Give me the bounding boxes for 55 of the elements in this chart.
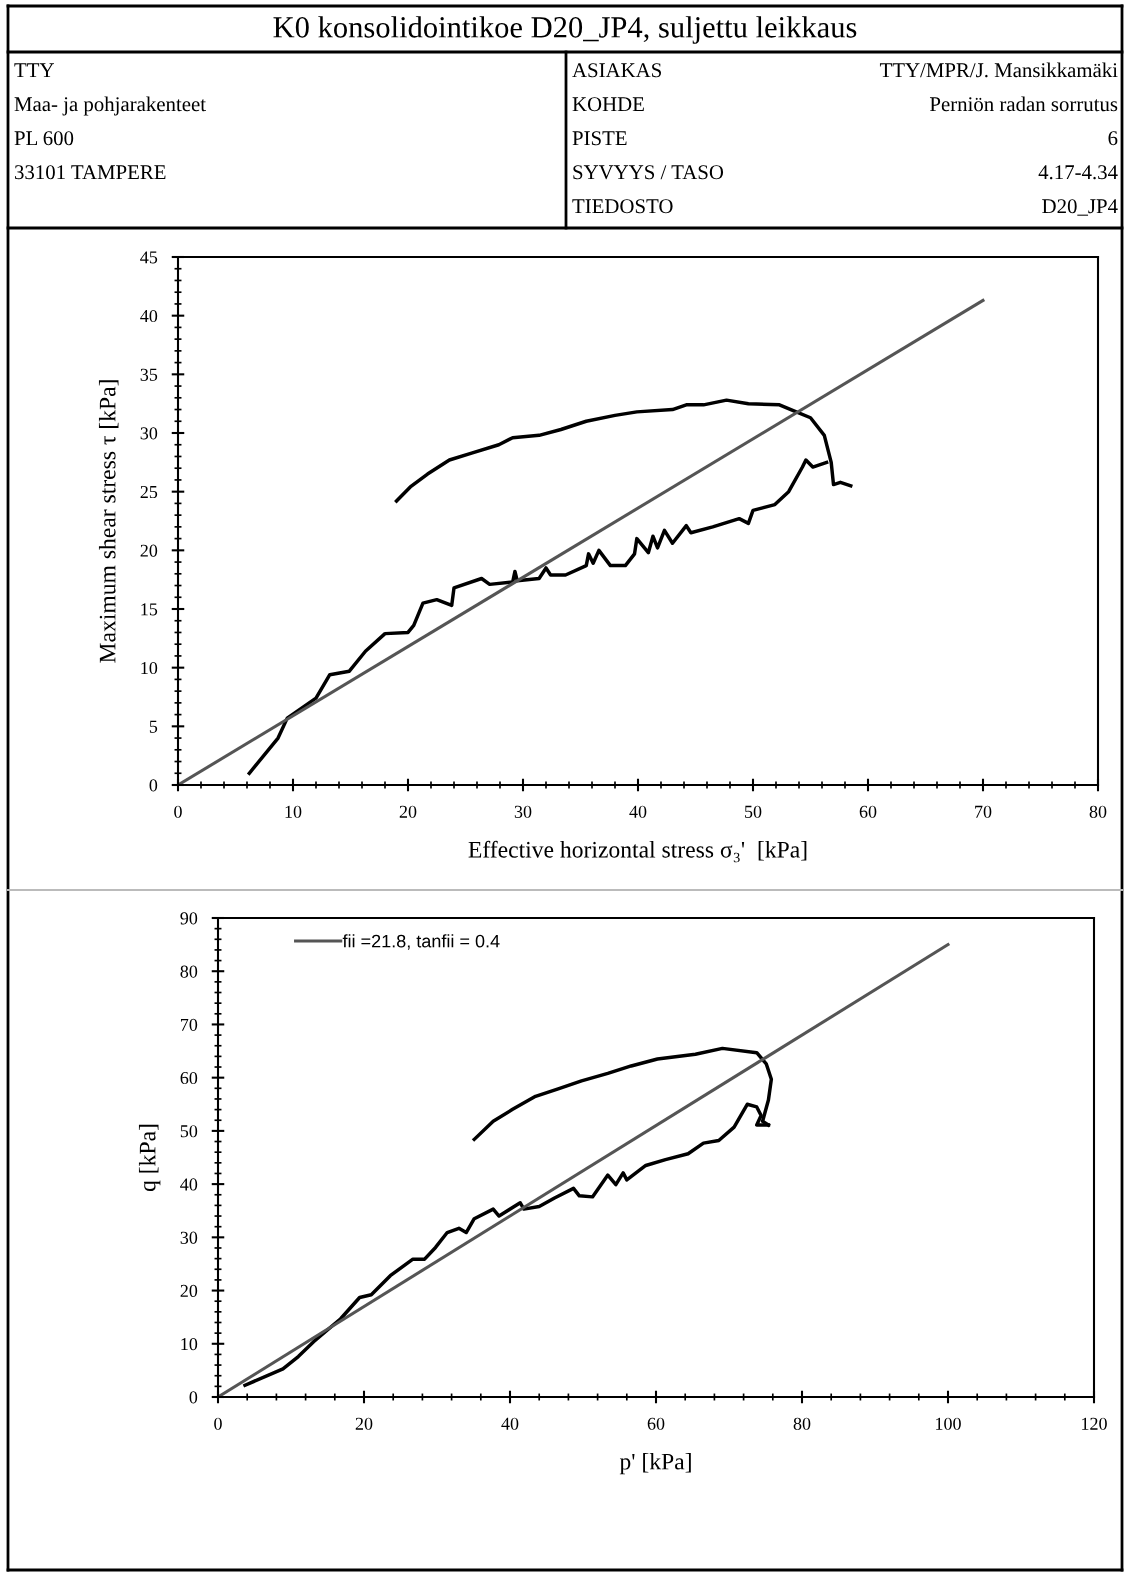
y-tick-label: 15 [141, 603, 158, 616]
y-axis-title: Maximum shear stress τ [kPa] [98, 380, 119, 663]
y-tick-label: 50 [180, 1125, 198, 1138]
y-tick-label: 30 [140, 427, 158, 440]
y-tick-label: 0 [149, 779, 158, 792]
y-tick-label: 90 [180, 912, 198, 925]
y-tick-label: 20 [180, 1284, 198, 1297]
x-tick-label: 80 [1089, 805, 1107, 818]
text: TIEDOSTO [572, 199, 673, 214]
y-tick-label: 35 [140, 368, 158, 381]
y-axis-title: q [kPa] [138, 1124, 161, 1192]
text: 4.17-4.34 [1038, 165, 1118, 180]
legend-label: fii =21.8, tanfii = 0.4 [342, 934, 500, 950]
y-tick-label: 30 [180, 1231, 198, 1244]
y-tick-label: 25 [140, 485, 158, 499]
text: 6 [1108, 131, 1118, 146]
y-tick-label: 45 [140, 251, 158, 264]
y-tick-label: 10 [181, 1338, 198, 1351]
x-tick-label: 120 [1082, 1417, 1107, 1430]
y-tick-label: 0 [189, 1391, 198, 1404]
text: 33101 TAMPERE [15, 165, 166, 180]
text: TTY/MPR/J. Mansikkamäki [879, 62, 1118, 78]
x-tick-label: 20 [355, 1417, 373, 1430]
y-tick-label: 20 [140, 544, 158, 557]
x-tick-label: 20 [399, 805, 417, 818]
x-tick-label: 40 [501, 1417, 519, 1430]
x-tick-label: 10 [285, 805, 302, 818]
text: Perniön radan sorrutus [929, 96, 1118, 112]
text: ASIAKAS [572, 63, 661, 78]
x-tick-label: 30 [514, 805, 532, 818]
x-tick-label: 80 [793, 1417, 811, 1430]
text: TTY [14, 63, 54, 78]
x-tick-label: 0 [214, 1417, 222, 1430]
text: Maa- ja pohjarakenteet [14, 96, 206, 116]
x-tick-label: 60 [647, 1417, 665, 1430]
text: SYVYYS / TASO [573, 165, 724, 180]
x-tick-label: 60 [859, 805, 877, 818]
y-tick-label: 60 [180, 1071, 198, 1085]
x-tick-label: 40 [629, 805, 647, 818]
x-tick-label: 100 [936, 1417, 961, 1430]
x-tick-label: 50 [745, 805, 762, 818]
y-tick-label: 5 [149, 720, 158, 733]
x-axis-title: p' [kPa] [619, 1452, 691, 1475]
x-tick-label: 70 [975, 805, 992, 818]
y-tick-label: 40 [180, 1178, 198, 1191]
text: D20_JP4 [1042, 199, 1118, 216]
y-tick-label: 80 [180, 965, 198, 978]
y-tick-label: 40 [140, 309, 158, 323]
text: PISTE [572, 131, 627, 146]
text: PL 600 [14, 131, 74, 146]
x-axis-title: Effective horizontal stress σ₃' [kPa] [468, 840, 807, 863]
y-tick-label: 10 [141, 661, 158, 675]
y-tick-label: 70 [181, 1018, 198, 1031]
chart-title: K0 konsolidointikoe D20_JP4, suljettu leikkaus [273, 16, 857, 44]
text: KOHDE [572, 97, 644, 112]
